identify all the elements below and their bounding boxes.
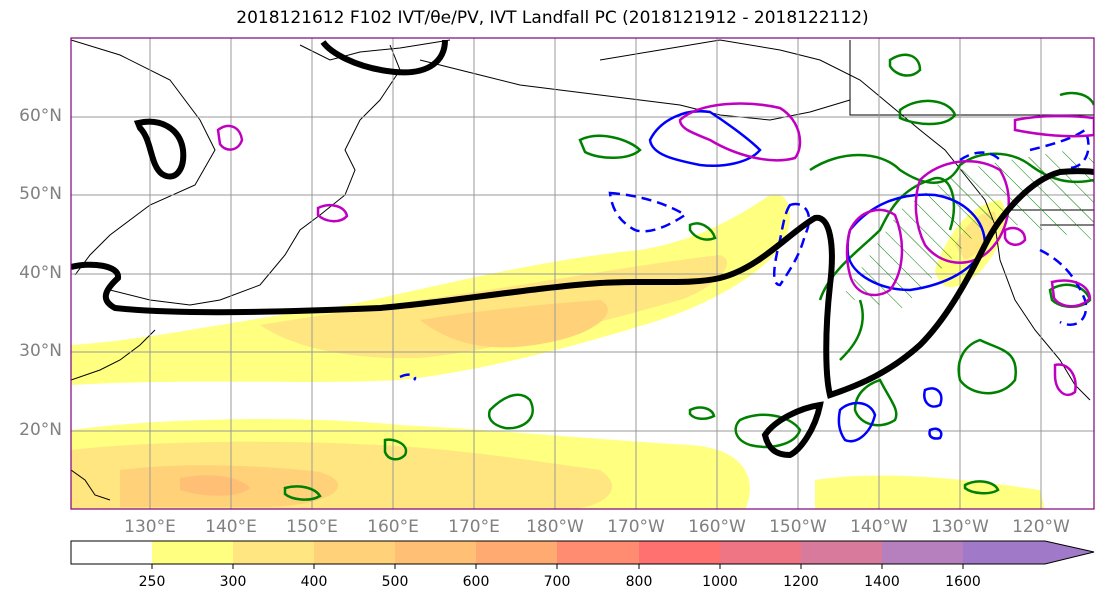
lon-label-160w: 160°W [688, 517, 746, 537]
lon-label-120w: 120°W [1012, 517, 1070, 537]
ivt-shading [71, 194, 1045, 509]
colorbar-label-500: 500 [381, 574, 409, 590]
lat-label-30n: 30°N [19, 341, 62, 361]
lat-label-50n: 50°N [19, 184, 62, 204]
lon-label-170e: 170°E [448, 517, 500, 537]
lat-label-20n: 20°N [19, 420, 62, 440]
colorbar-label-400: 400 [300, 574, 328, 590]
colorbar-label-600: 600 [462, 574, 490, 590]
lon-label-160e: 160°E [367, 517, 419, 537]
lat-label-40n: 40°N [19, 263, 62, 283]
lon-label-150w: 150°W [769, 517, 827, 537]
magenta-contours [216, 102, 1094, 397]
colorbar-label-1200: 1200 [783, 574, 819, 590]
lon-label-130w: 130°W [931, 517, 989, 537]
colorbar-label-700: 700 [543, 574, 571, 590]
colorbar [70, 540, 1095, 569]
colorbar-label-300: 300 [219, 574, 247, 590]
lon-label-150e: 150°E [286, 517, 338, 537]
lon-label-170w: 170°W [607, 517, 665, 537]
map-title: 2018121612 F102 IVT/θe/PV, IVT Landfall … [236, 8, 869, 28]
gridlines [71, 38, 1094, 509]
colorbar-label-1600: 1600 [945, 574, 981, 590]
lat-label-60n: 60°N [19, 106, 62, 126]
lon-label-140w: 140°W [850, 517, 908, 537]
map-frame [70, 37, 1095, 510]
lon-label-180w: 180°W [526, 517, 584, 537]
colorbar-label-250: 250 [138, 574, 166, 590]
colorbar-label-1400: 1400 [864, 574, 900, 590]
theta-e-contours [71, 39, 1094, 459]
lon-label-130e: 130°E [124, 517, 176, 537]
colorbar-label-800: 800 [625, 574, 653, 590]
lon-label-140e: 140°E [205, 517, 257, 537]
blue-dashed-contours [399, 128, 1090, 381]
colorbar-label-1000: 1000 [702, 574, 738, 590]
